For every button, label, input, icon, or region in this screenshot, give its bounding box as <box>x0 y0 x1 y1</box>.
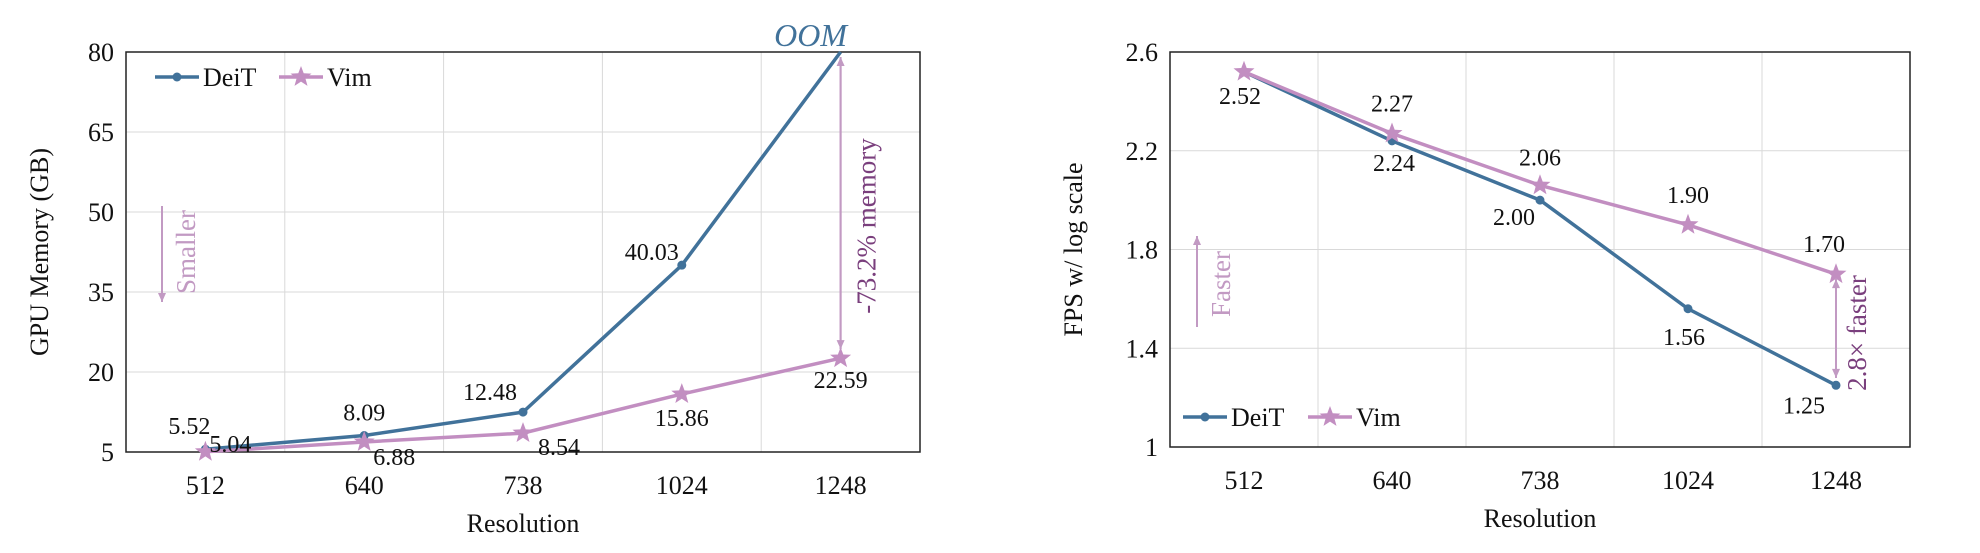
y-tick-label: 5 <box>101 438 114 467</box>
gpu-memory-chart-svg: 5 20 35 50 65 80 512 640 738 1024 1248 Resolution GP… <box>25 17 921 538</box>
x-tick-label: 1024 <box>656 471 708 500</box>
vim-marker <box>194 440 216 461</box>
deit-data-label: 1.56 <box>1663 325 1705 351</box>
vim-marker <box>353 431 375 451</box>
vim-data-label: 1.70 <box>1803 232 1845 258</box>
deit-legend-label: DeiT <box>203 63 257 92</box>
y-axis-title: FPS w/ log scale <box>1059 162 1088 336</box>
deit-line <box>205 50 843 451</box>
deit-data-label: 2.24 <box>1373 151 1415 177</box>
y-tick-label: 1.4 <box>1126 334 1159 363</box>
vim-data-label: 5.04 <box>209 432 251 458</box>
x-tick-label: 512 <box>1225 466 1264 495</box>
deit-data-label: 1.25 <box>1783 393 1825 419</box>
vim-line <box>1243 70 1837 276</box>
fps-chart: 1 1.4 1.8 2.2 2.6 512 640 738 1024 1248 Resolution… <box>1000 0 1980 548</box>
fps-gap-arrow-down-head <box>1832 368 1840 378</box>
x-tick-label: 1248 <box>1810 466 1862 495</box>
vim-marker <box>1825 263 1847 284</box>
deit-marker <box>1535 195 1545 205</box>
deit-data-label: 40.03 <box>625 240 679 266</box>
deit-legend-marker <box>172 72 182 82</box>
smaller-arrow-head <box>158 293 166 302</box>
y-tick-label: 20 <box>88 358 114 387</box>
vim-marker <box>1677 213 1699 234</box>
deit-data-label: 5.52 <box>168 414 210 440</box>
vim-marker <box>671 383 693 403</box>
vim-marker <box>1233 60 1255 81</box>
fps-chart-svg: 1 1.4 1.8 2.2 2.6 512 640 738 1024 1248 Resolution… <box>1059 38 1911 533</box>
x-tick-label: 1024 <box>1662 466 1714 495</box>
vim-data-label: 2.06 <box>1519 145 1561 171</box>
vim-marker <box>1529 174 1551 195</box>
x-tick-label: 1248 <box>815 471 867 500</box>
y-tick-label: 2.6 <box>1126 38 1159 67</box>
x-axis-title: Resolution <box>1484 504 1597 533</box>
y-tick-label: 80 <box>88 38 114 67</box>
x-tick-label: 738 <box>1521 466 1560 495</box>
y-tick-label: 65 <box>88 118 114 147</box>
x-tick-label: 640 <box>345 471 384 500</box>
deit-data-label: 2.00 <box>1493 205 1535 231</box>
fps-gap-label: 2.8× faster <box>1842 275 1872 391</box>
deit-marker <box>518 407 528 417</box>
vim-data-label: 1.90 <box>1667 183 1709 209</box>
vim-marker <box>1381 122 1403 143</box>
y-tick-label: 1.8 <box>1126 236 1159 265</box>
vim-legend-marker <box>290 66 312 86</box>
deit-data-label: 8.09 <box>343 401 385 427</box>
deit-data-label: 12.48 <box>463 380 517 406</box>
deit-marker <box>677 260 687 270</box>
faster-arrow-head <box>1193 236 1201 245</box>
vim-data-label: 15.86 <box>655 406 709 432</box>
y-tick-label: 35 <box>88 278 114 307</box>
deit-marker <box>1831 380 1841 390</box>
deit-marker <box>1683 304 1693 314</box>
memory-gap-arrow-down-head <box>836 340 845 350</box>
y-tick-label: 50 <box>88 198 114 227</box>
vim-data-label: 2.27 <box>1371 91 1413 117</box>
vim-legend-marker <box>1319 406 1341 426</box>
y-tick-label: 2.2 <box>1126 137 1159 166</box>
faster-label: Faster <box>1206 251 1236 317</box>
deit-legend-marker <box>1200 412 1210 422</box>
y-axis-title: GPU Memory (GB) <box>25 148 54 356</box>
oom-label: OOM <box>774 17 849 53</box>
vim-legend-label: Vim <box>1356 403 1401 432</box>
smaller-label: Smaller <box>171 210 201 294</box>
memory-gap-label: -73.2% memory <box>852 138 882 314</box>
y-tick-label: 1 <box>1145 433 1158 462</box>
vim-data-label: 6.88 <box>373 445 415 471</box>
vim-data-label: 22.59 <box>814 368 868 394</box>
deit-legend-label: DeiT <box>1231 403 1285 432</box>
x-tick-label: 640 <box>1373 466 1412 495</box>
gpu-memory-chart: 5 20 35 50 65 80 512 640 738 1024 1248 Resolution GP… <box>0 0 990 548</box>
vim-data-label: 8.54 <box>538 435 580 461</box>
vim-data-label: 2.52 <box>1219 84 1261 110</box>
x-tick-label: 512 <box>186 471 225 500</box>
vim-legend-label: Vim <box>327 63 372 92</box>
x-tick-label: 738 <box>504 471 543 500</box>
vim-marker <box>512 422 534 442</box>
deit-line <box>1243 70 1837 387</box>
x-axis-title: Resolution <box>467 509 580 538</box>
plot-frame <box>125 51 921 453</box>
plot-frame <box>1169 51 1911 448</box>
vim-marker <box>830 347 852 368</box>
